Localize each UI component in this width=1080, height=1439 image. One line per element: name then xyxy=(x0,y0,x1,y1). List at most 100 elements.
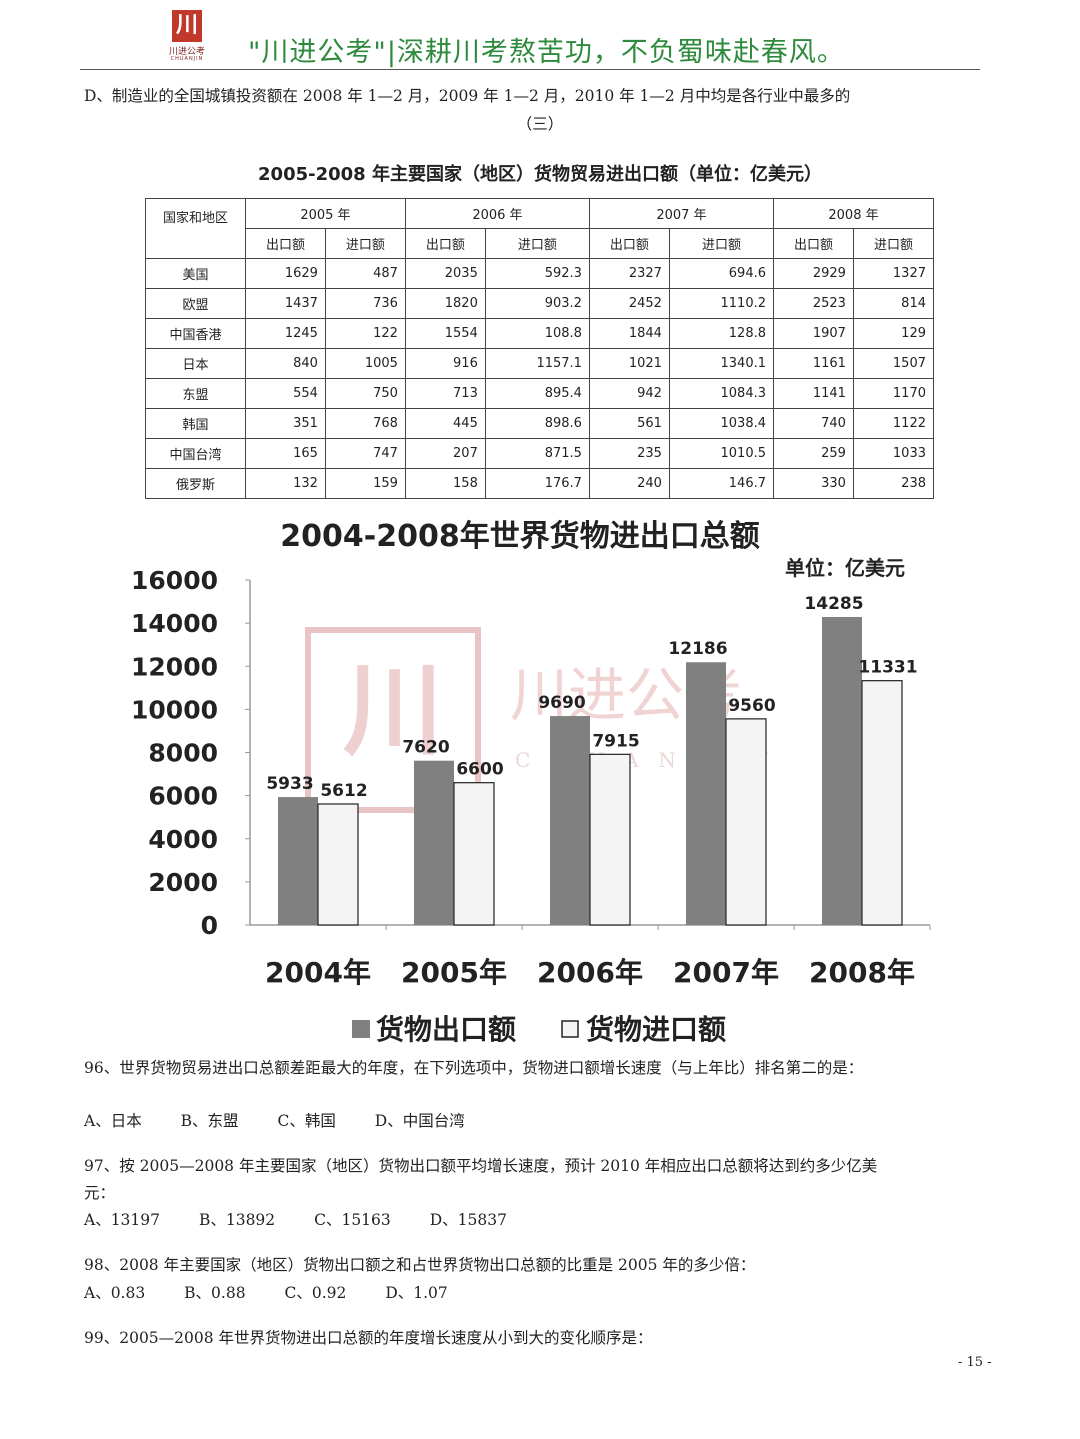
y-tick-label: 12000 xyxy=(131,652,218,681)
year-header: 2005 年 xyxy=(245,198,406,229)
question-97-options: A、13197 B、13892 C、15163 D、15837 xyxy=(84,1207,541,1233)
table-cell: 1554 xyxy=(404,318,486,349)
logo-name: 川进公考 xyxy=(168,47,205,57)
import-bar xyxy=(725,718,767,926)
table-row: 欧盟 1437 736 1820 903.2 2452 1110.2 2523 814 xyxy=(145,288,935,319)
table-cell: 1340.1 xyxy=(668,348,775,379)
table-cell: 750 xyxy=(324,378,406,409)
table-cell: 694.6 xyxy=(668,258,775,289)
table-header-row: 国家和地区 2005 年 2006 年 2007 年 2008 年 xyxy=(145,198,934,259)
option: B、0.88 xyxy=(184,1284,246,1302)
table-cell: 159 xyxy=(324,468,406,499)
question-97-line1: 97、按 2005—2008 年主要国家（地区）货物出口额平均增长速度，预计 2… xyxy=(84,1157,878,1175)
region-name: 日本 xyxy=(145,348,246,379)
page-number: - 15 - xyxy=(958,1355,992,1370)
table-cell: 132 xyxy=(245,468,326,499)
table-cell: 1122 xyxy=(852,408,935,439)
x-tick-label: 2004年 xyxy=(265,956,371,989)
x-tick-label: 2008年 xyxy=(809,956,915,989)
import-bar xyxy=(861,680,903,926)
option-d-text: D、制造业的全国城镇投资额在 2008 年 1—2 月，2009 年 1—2 月… xyxy=(84,87,851,105)
export-header: 出口额 xyxy=(245,228,326,259)
table-row: 韩国 351 768 445 898.6 561 1038.4 740 1122 xyxy=(145,408,935,439)
table-cell: 1161 xyxy=(773,348,854,379)
export-bar xyxy=(822,616,862,925)
table-cell: 146.7 xyxy=(668,468,775,499)
bar-value-label: 7915 xyxy=(592,731,639,751)
legend-swatch-export xyxy=(352,1020,370,1038)
table-row: 日本 840 1005 916 1157.1 1021 1340.1 1161 1507 xyxy=(145,348,935,379)
y-tick-label: 10000 xyxy=(131,695,218,724)
table-row: 中国香港 1245 122 1554 108.8 1844 128.8 1907 129 xyxy=(145,318,935,349)
table-cell: 259 xyxy=(773,438,854,469)
import-bar xyxy=(317,803,359,926)
table-cell: 1141 xyxy=(773,378,854,409)
chart-svg: 川川进公考CHUANJIN2004-2008年世界货物进出口总额单位：亿美元02… xyxy=(131,519,931,1046)
region-name: 中国台湾 xyxy=(145,438,246,469)
chart-unit: 单位：亿美元 xyxy=(785,556,905,580)
option: C、韩国 xyxy=(277,1112,336,1130)
option: A、13197 xyxy=(84,1211,161,1229)
option: C、15163 xyxy=(314,1211,391,1229)
option: D、1.07 xyxy=(385,1284,448,1302)
bar-value-label: 11331 xyxy=(858,658,917,678)
option: B、东盟 xyxy=(180,1112,239,1130)
table-cell: 2035 xyxy=(404,258,486,289)
option: A、日本 xyxy=(84,1112,142,1130)
trade-table: 国家和地区 2005 年 2006 年 2007 年 2008 年 出口额 进口… xyxy=(145,198,935,499)
table-cell: 235 xyxy=(588,438,670,469)
page-header: 川 川进公考 CHUANJIN "川进公考"|深耕川考熬苦功，不负蜀味赴春风。 xyxy=(0,0,1080,72)
legend-label-export: 货物出口额 xyxy=(376,1013,516,1046)
table-cell: 1844 xyxy=(588,318,670,349)
export-bar xyxy=(550,716,590,925)
table-cell: 1010.5 xyxy=(668,438,775,469)
table-row: 美国 1629 487 2035 592.3 2327 694.6 2929 1327 xyxy=(145,258,935,289)
table-cell: 108.8 xyxy=(484,318,590,349)
export-header: 出口额 xyxy=(773,228,854,259)
region-name: 东盟 xyxy=(145,378,246,409)
year-header: 2008 年 xyxy=(773,198,934,229)
y-tick-label: 4000 xyxy=(148,825,218,854)
logo-en: CHUANJIN xyxy=(170,56,204,62)
import-bar xyxy=(589,753,631,926)
y-tick-label: 0 xyxy=(201,911,218,940)
table-cell: 871.5 xyxy=(484,438,590,469)
table-cell: 176.7 xyxy=(484,468,590,499)
table-cell: 1507 xyxy=(852,348,935,379)
table-cell: 1907 xyxy=(773,318,854,349)
question-96: 96、世界货物贸易进出口总额差距最大的年度，在下列选项中，货物进口额增长速度（与… xyxy=(84,1059,864,1077)
y-tick-label: 6000 xyxy=(148,782,218,811)
table-cell: 330 xyxy=(773,468,854,499)
year-header: 2007 年 xyxy=(588,198,775,229)
table-cell: 1084.3 xyxy=(668,378,775,409)
table-cell: 592.3 xyxy=(484,258,590,289)
option: C、0.92 xyxy=(284,1284,347,1302)
table-cell: 207 xyxy=(404,438,486,469)
table-cell: 128.8 xyxy=(668,318,775,349)
table-cell: 903.2 xyxy=(484,288,590,319)
option: A、0.83 xyxy=(84,1284,146,1302)
export-bar xyxy=(414,760,454,925)
legend-swatch-import xyxy=(561,1020,579,1038)
table-cell: 238 xyxy=(852,468,935,499)
table-cell: 1437 xyxy=(245,288,326,319)
x-tick-label: 2006年 xyxy=(537,956,643,989)
table-cell: 747 xyxy=(324,438,406,469)
header-slogan: "川进公考"|深耕川考熬苦功，不负蜀味赴春风。 xyxy=(248,37,845,68)
region-name: 欧盟 xyxy=(145,288,246,319)
table-cell: 1110.2 xyxy=(668,288,775,319)
table-cell: 240 xyxy=(588,468,670,499)
bar-value-label: 12186 xyxy=(668,639,727,659)
bar-value-label: 14285 xyxy=(804,594,863,614)
table-cell: 713 xyxy=(404,378,486,409)
export-header: 出口额 xyxy=(588,228,670,259)
bar-value-label: 7620 xyxy=(402,738,449,758)
table-cell: 898.6 xyxy=(484,408,590,439)
table-cell: 1157.1 xyxy=(484,348,590,379)
table-cell: 2523 xyxy=(773,288,854,319)
bar-value-label: 5933 xyxy=(266,774,313,794)
table-cell: 1170 xyxy=(852,378,935,409)
export-bar xyxy=(278,797,318,925)
import-header: 进口额 xyxy=(668,228,775,259)
import-header: 进口额 xyxy=(324,228,406,259)
